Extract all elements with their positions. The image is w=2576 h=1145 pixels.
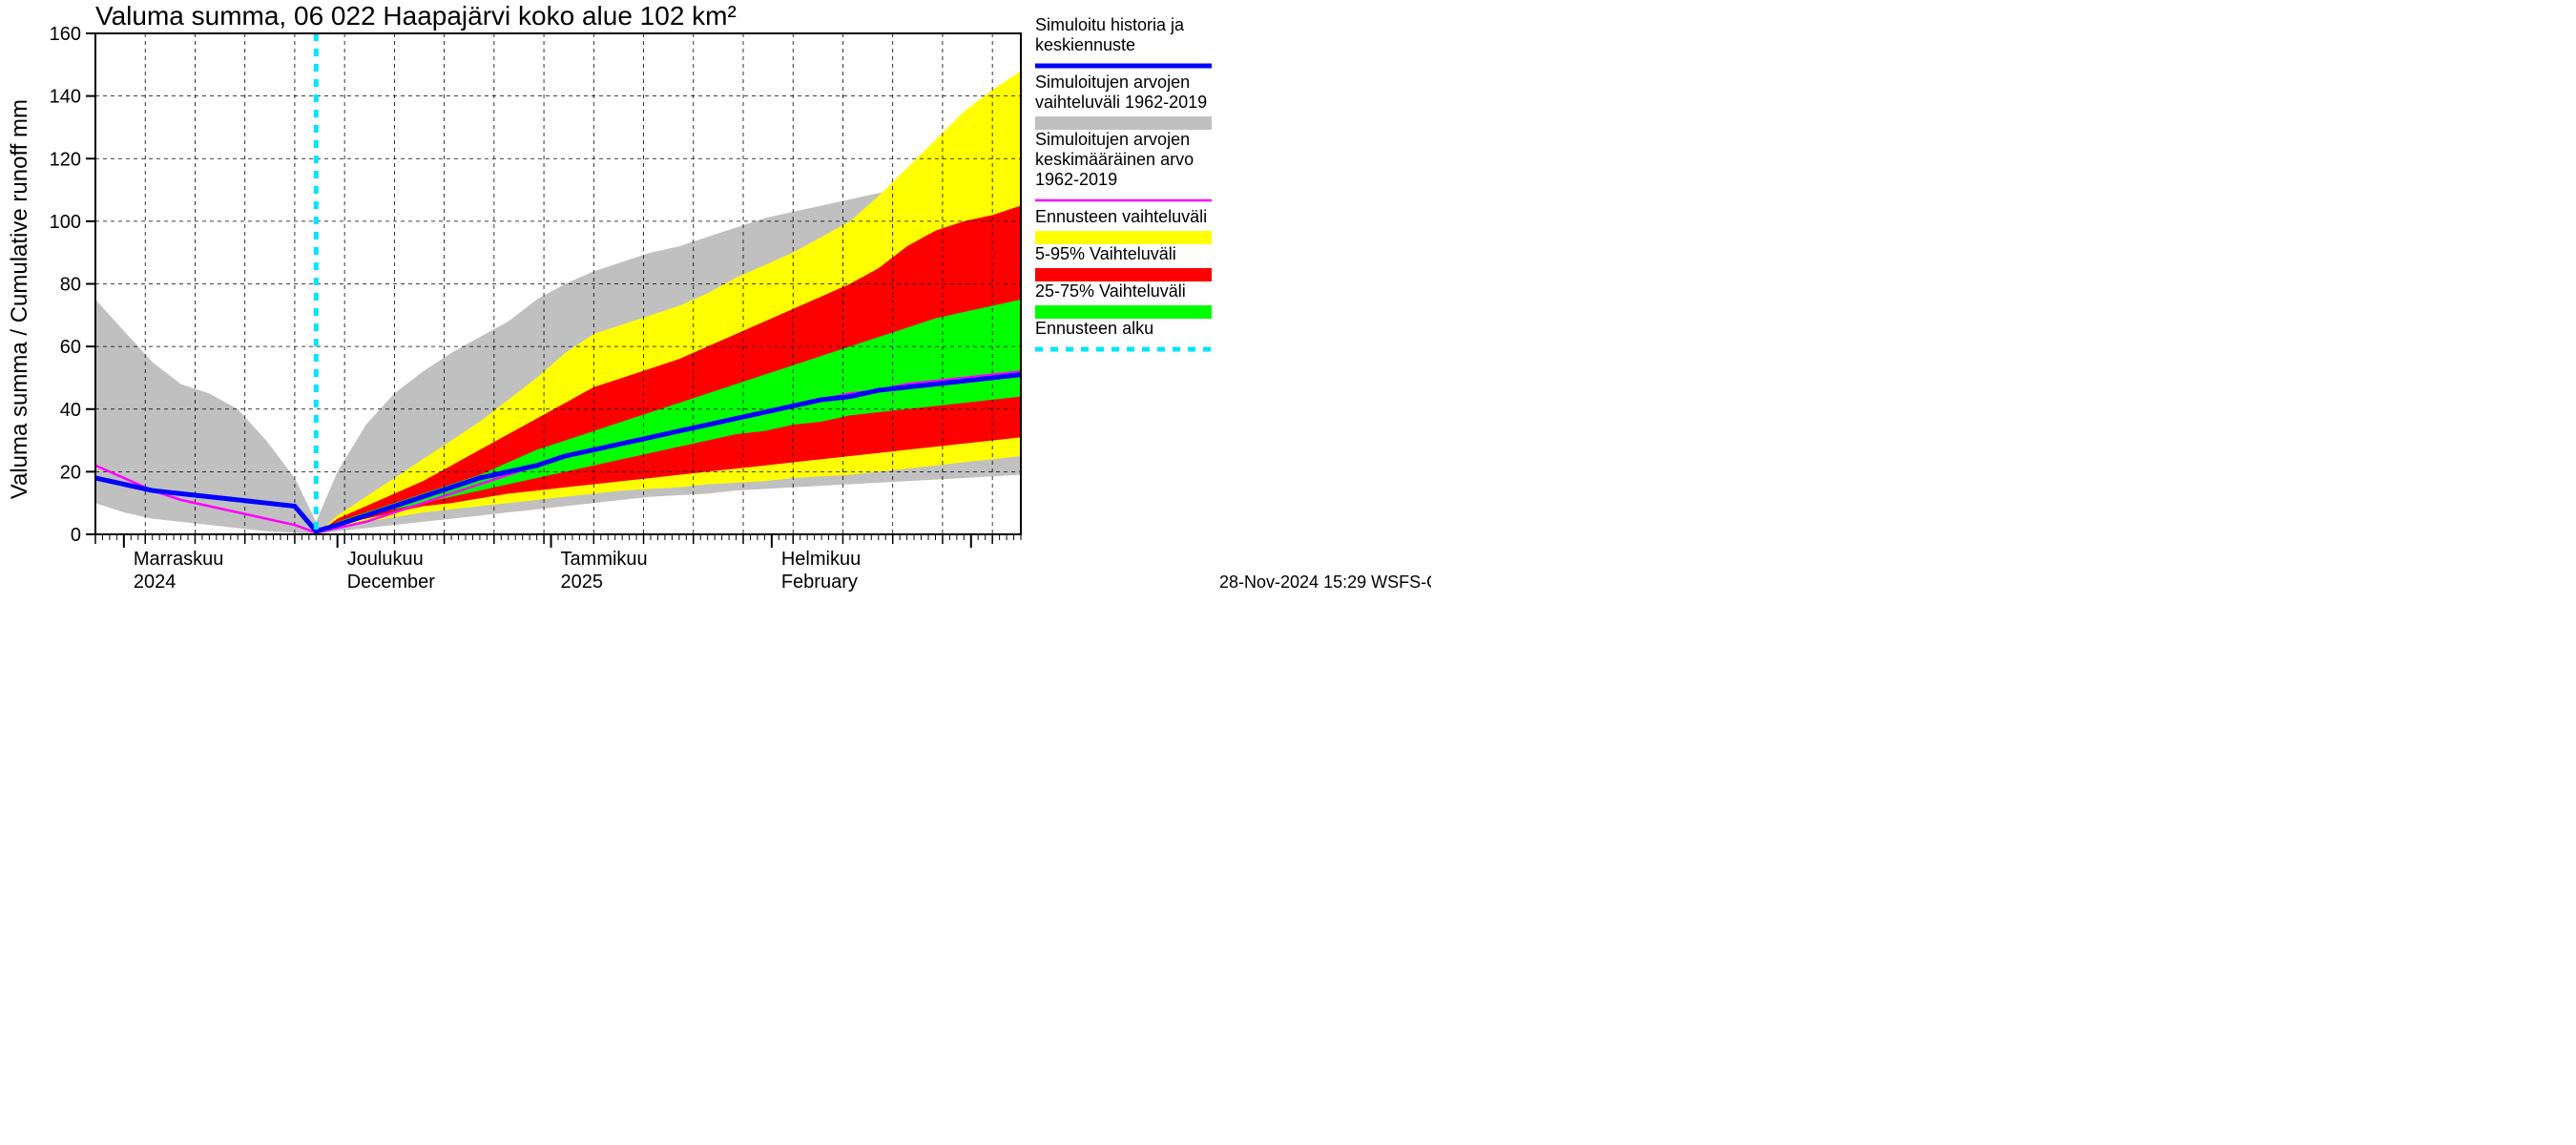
y-tick-label: 40 xyxy=(60,400,81,421)
y-tick-label: 0 xyxy=(71,525,81,546)
x-month-label-bottom: 2025 xyxy=(561,572,604,593)
y-tick-label: 60 xyxy=(60,337,81,358)
y-tick-label: 100 xyxy=(50,212,81,233)
x-month-label-bottom: February xyxy=(781,572,858,593)
legend-label: Simuloitu historia ja xyxy=(1035,15,1185,34)
legend-label: 5-95% Vaihteluväli xyxy=(1035,244,1176,263)
x-month-label-top: Helmikuu xyxy=(781,549,861,570)
chart-container: 0 20 40 60 80 100 120 140 160 Marraskuu2024 Jouluk… xyxy=(0,0,1431,636)
x-month-label-top: Marraskuu xyxy=(134,549,223,570)
legend-label: keskimääräinen arvo xyxy=(1035,150,1194,169)
y-tick-label: 120 xyxy=(50,149,81,170)
y-tick-label: 160 xyxy=(50,24,81,45)
legend-swatch xyxy=(1035,305,1212,319)
legend-swatch xyxy=(1035,231,1212,244)
legend-label: vaihteluväli 1962-2019 xyxy=(1035,93,1207,112)
legend-label: Simuloitujen arvojen xyxy=(1035,130,1190,149)
legend-swatch xyxy=(1035,268,1212,281)
y-axis-label: Valuma summa / Cumulative runoff mm xyxy=(7,99,32,499)
y-tick-label: 20 xyxy=(60,462,81,483)
y-tick-label: 80 xyxy=(60,275,81,296)
x-month-label-bottom: December xyxy=(347,572,436,593)
y-tick-label: 140 xyxy=(50,87,81,108)
legend-label: Ennusteen alku xyxy=(1035,319,1153,338)
x-month-label-top: Joulukuu xyxy=(347,549,424,570)
bands-group xyxy=(95,71,1021,534)
chart-svg: 0 20 40 60 80 100 120 140 160 Marraskuu2024 Jouluk… xyxy=(0,0,1431,636)
legend-label: Ennusteen vaihteluväli xyxy=(1035,207,1207,226)
x-month-label-top: Tammikuu xyxy=(561,549,648,570)
chart-footer: 28-Nov-2024 15:29 WSFS-O xyxy=(1219,572,1431,592)
legend-label: Simuloitujen arvojen xyxy=(1035,73,1190,92)
legend-label: 25-75% Vaihteluväli xyxy=(1035,281,1186,301)
legend-swatch xyxy=(1035,116,1212,130)
legend-label: 1962-2019 xyxy=(1035,170,1117,189)
legend-label: keskiennuste xyxy=(1035,35,1135,54)
chart-title: Valuma summa, 06 022 Haapajärvi koko alu… xyxy=(95,1,737,31)
x-month-label-bottom: 2024 xyxy=(134,572,177,593)
